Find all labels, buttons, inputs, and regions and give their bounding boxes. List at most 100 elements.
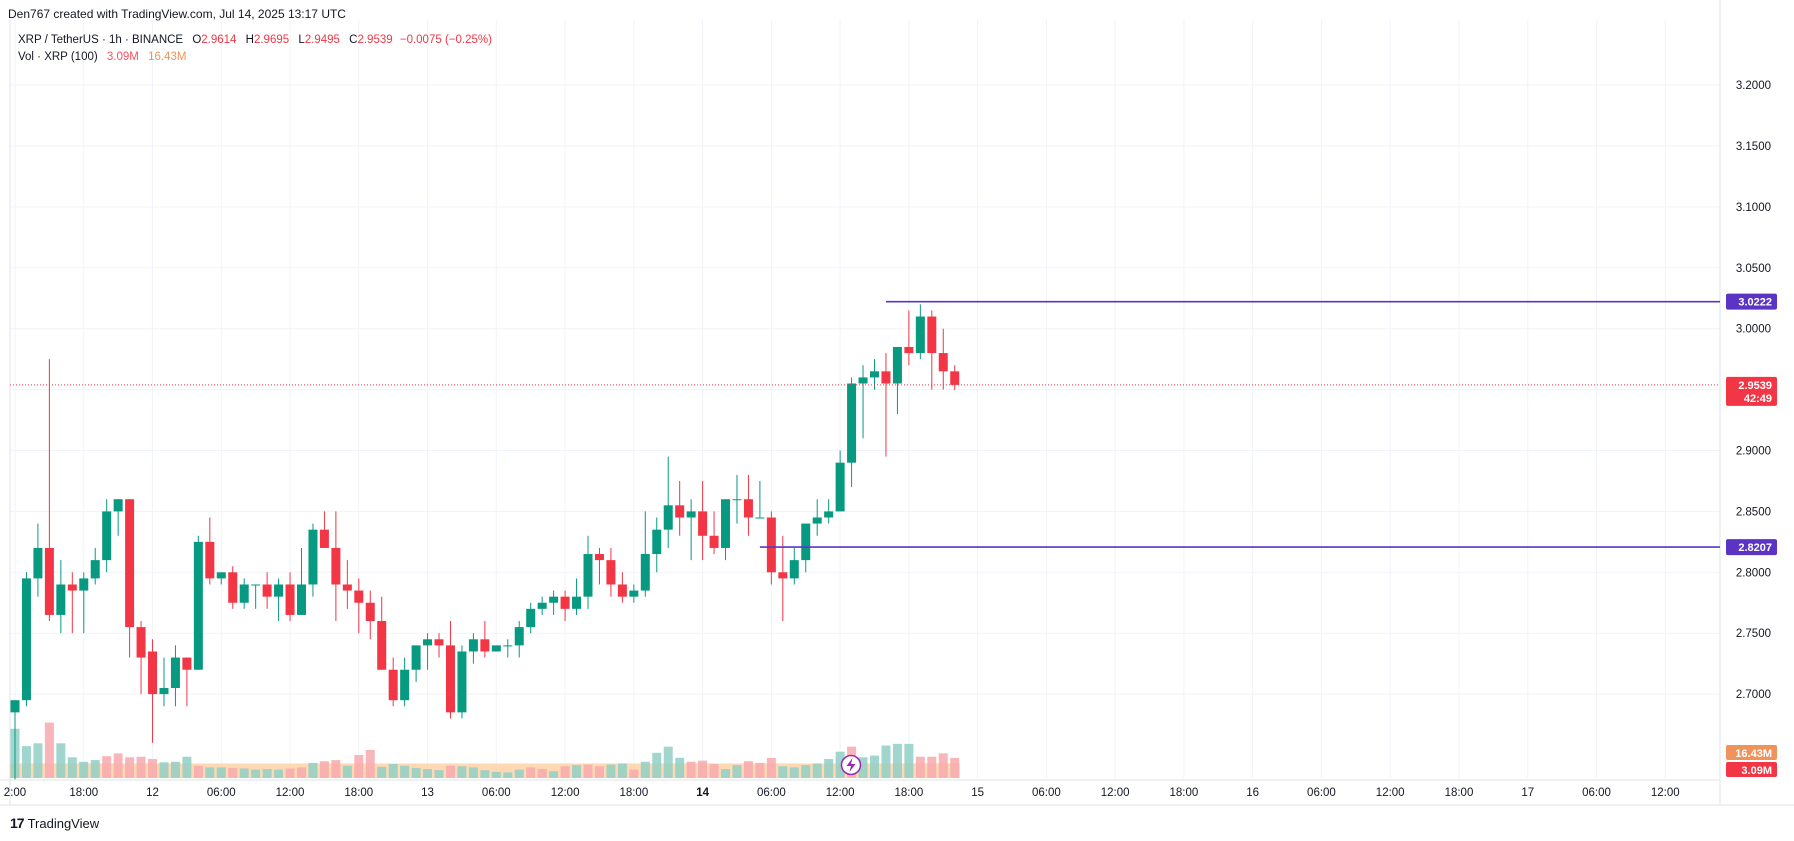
volume-bar (297, 767, 306, 778)
time-tick-label: 12:00 (1651, 787, 1680, 799)
candle (319, 511, 329, 548)
candle-body (125, 499, 135, 628)
candle-body (503, 645, 513, 647)
candle (170, 645, 180, 707)
volume-bar (21, 746, 31, 778)
candle-body (251, 584, 261, 586)
candle (549, 590, 559, 615)
chart-attribution: Den767 created with TradingView.com, Jul… (8, 7, 346, 21)
candle (159, 657, 169, 707)
candle (423, 633, 433, 670)
price-tick-label: 3.2000 (1736, 80, 1771, 92)
volume-bar (319, 761, 329, 778)
candle (881, 353, 891, 457)
candle (136, 621, 146, 695)
level-price-tag-bg (1726, 539, 1777, 556)
price-tick-label: 2.7500 (1736, 628, 1771, 640)
volume-tag-text: 3.09M (1741, 765, 1772, 777)
time-tick-label: 12 (146, 787, 159, 799)
volume-ma-tag-bg (1726, 745, 1777, 760)
time-axis[interactable]: 2:00 18:00 12 06:00 12:00 18:00 13 06:00 12:00 18… (4, 787, 1680, 799)
volume-bar (778, 766, 788, 778)
candle (640, 511, 650, 597)
time-tick-label: 06:00 (757, 787, 786, 799)
candle (537, 596, 547, 615)
volume-bar (927, 756, 937, 778)
volume-bar (858, 757, 868, 778)
volume-bar (159, 762, 169, 778)
volume-label[interactable]: Vol · XRP (100) (18, 51, 98, 63)
candle-body (159, 688, 169, 695)
volume-bar (423, 769, 433, 778)
volume-bar (388, 764, 398, 778)
time-tick-label: 18:00 (619, 787, 648, 799)
tradingview-footer[interactable]: 17 TradingView (10, 815, 99, 831)
candle (950, 365, 960, 391)
candle-body (228, 572, 238, 603)
last-price-tag-text: 2.9539 (1738, 380, 1772, 392)
candle-body (411, 645, 421, 670)
volume-bar (377, 766, 387, 778)
candle (148, 639, 158, 743)
price-axis[interactable]: 3.20003.15003.10003.05003.00002.95002.90… (1736, 80, 1771, 701)
time-tick-label: 06:00 (482, 787, 511, 799)
volume-bar (892, 743, 902, 778)
volume-bar (938, 753, 948, 778)
time-tick-label: 12:00 (551, 787, 580, 799)
candle (778, 535, 788, 622)
volume-bar (228, 767, 238, 778)
candle-body (549, 596, 559, 603)
tradingview-logo-icon: 17 (10, 815, 25, 831)
volume-bar (549, 771, 559, 778)
volume-bar (526, 767, 536, 778)
candle-body (766, 517, 776, 573)
candle-body (331, 547, 341, 585)
time-tick-label: 15 (971, 787, 984, 799)
candle (411, 645, 421, 682)
symbol-title[interactable]: XRP / TetherUS · 1h · BINANCE (18, 34, 184, 46)
candle-body (342, 584, 352, 591)
candle (182, 657, 192, 707)
candle-body (56, 584, 66, 615)
volume-bar (216, 767, 226, 778)
candle (193, 535, 203, 670)
candle (445, 621, 455, 719)
candle-body (675, 505, 685, 518)
candle (33, 523, 43, 597)
price-tick-label: 2.8000 (1736, 567, 1771, 579)
volume-bar (904, 743, 914, 778)
candle (239, 578, 249, 609)
level-price-tag: 2.8207 (1726, 539, 1777, 556)
candle (789, 547, 799, 585)
candle-body (400, 669, 410, 701)
time-tick-label: 12:00 (276, 787, 305, 799)
flash-icon[interactable] (840, 754, 862, 776)
candle (503, 639, 513, 658)
volume-bar (640, 761, 650, 778)
candle (514, 621, 524, 658)
candle (125, 499, 135, 658)
volume-bar (606, 764, 616, 778)
time-tick-label: 18:00 (894, 787, 923, 799)
candle (675, 480, 685, 536)
price-tick-label: 2.9000 (1736, 446, 1771, 458)
candle-body (801, 523, 811, 561)
candle-body (377, 621, 387, 670)
candle-body (33, 547, 43, 579)
volume-bar (572, 765, 582, 778)
volume-bar (79, 761, 89, 778)
horizontal-levels[interactable] (10, 300, 1720, 548)
volume-bar (113, 753, 123, 778)
candle (858, 365, 868, 439)
candle-body (205, 541, 215, 579)
candle-body (606, 560, 616, 585)
candle-body (102, 511, 112, 561)
candle-body (617, 584, 627, 597)
candle-body (67, 584, 77, 591)
volume-bar (824, 758, 834, 778)
candle-body (388, 669, 398, 701)
candle (594, 547, 604, 585)
volume-bar (629, 769, 639, 778)
price-tick-label: 2.7000 (1736, 689, 1771, 701)
